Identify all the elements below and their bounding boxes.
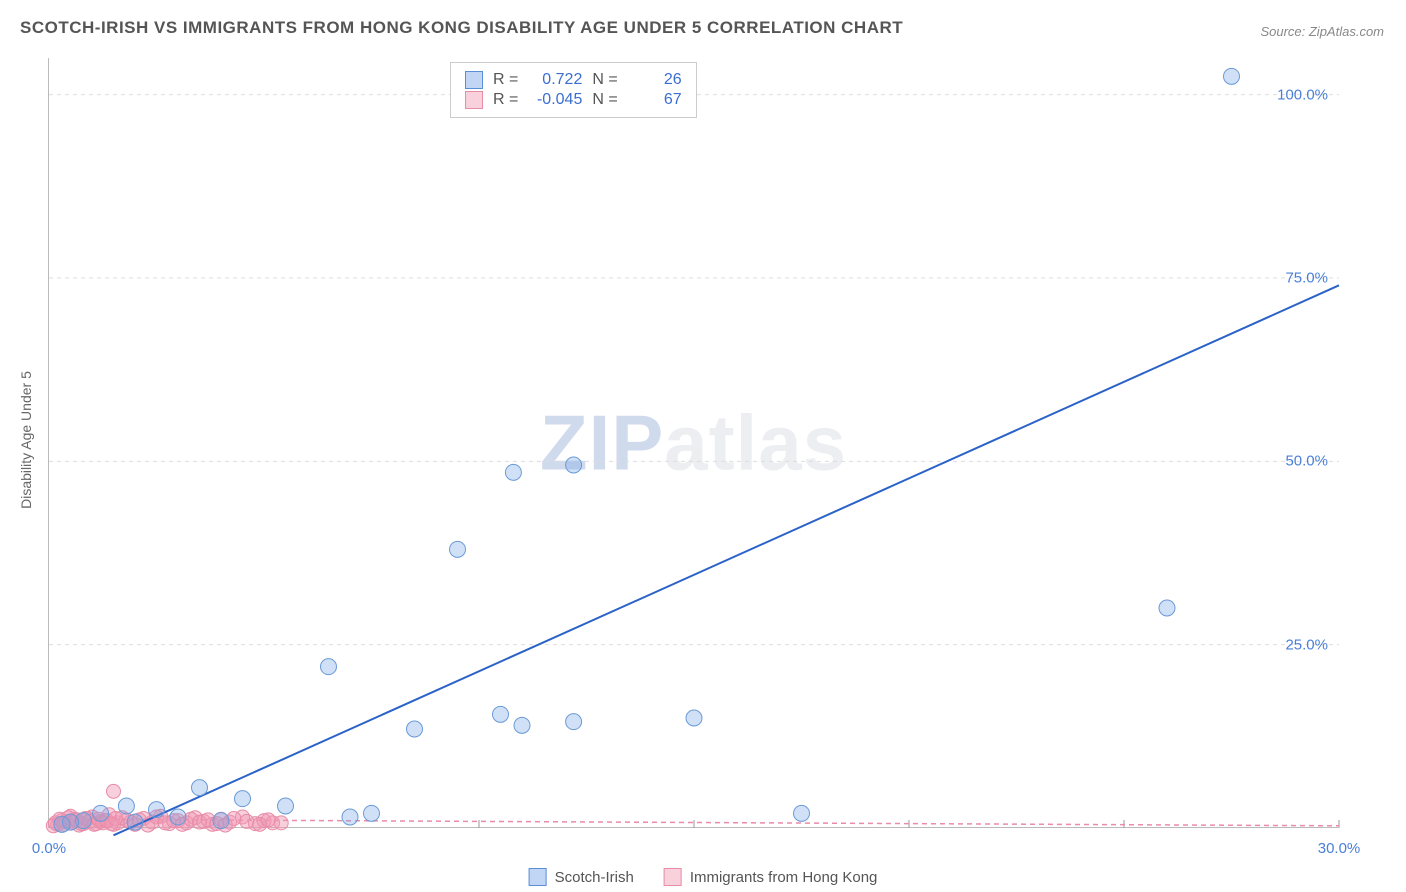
n-label: N = — [592, 91, 617, 109]
scatter-plot-svg — [49, 58, 1338, 827]
source-attribution: Source: ZipAtlas.com — [1260, 24, 1384, 39]
y-tick-label: 50.0% — [1285, 453, 1328, 470]
x-tick-label: 0.0% — [32, 840, 66, 857]
n-value-series1: 26 — [628, 71, 682, 89]
swatch-blue-icon — [529, 868, 547, 886]
n-value-series2: 67 — [628, 91, 682, 109]
r-value-series2: -0.045 — [528, 91, 582, 109]
swatch-blue-icon — [465, 71, 483, 89]
y-tick-label: 100.0% — [1277, 86, 1328, 103]
chart-title: SCOTCH-IRISH VS IMMIGRANTS FROM HONG KON… — [20, 18, 903, 38]
x-tick-label: 30.0% — [1318, 840, 1361, 857]
stats-box: R = 0.722 N = 26 R = -0.045 N = 67 — [450, 62, 697, 118]
stats-row-series1: R = 0.722 N = 26 — [465, 71, 682, 89]
legend-item-series2: Immigrants from Hong Kong — [664, 868, 878, 886]
swatch-pink-icon — [465, 91, 483, 109]
r-value-series1: 0.722 — [528, 71, 582, 89]
swatch-pink-icon — [664, 868, 682, 886]
y-axis-title: Disability Age Under 5 — [18, 371, 34, 509]
r-label: R = — [493, 91, 518, 109]
stats-row-series2: R = -0.045 N = 67 — [465, 91, 682, 109]
legend-label-series2: Immigrants from Hong Kong — [690, 869, 878, 886]
legend: Scotch-Irish Immigrants from Hong Kong — [529, 868, 878, 886]
y-tick-label: 25.0% — [1285, 636, 1328, 653]
y-tick-label: 75.0% — [1285, 270, 1328, 287]
r-label: R = — [493, 71, 518, 89]
plot-area: ZIPatlas 25.0%50.0%75.0%100.0%0.0%30.0% — [48, 58, 1338, 828]
legend-item-series1: Scotch-Irish — [529, 868, 634, 886]
n-label: N = — [592, 71, 617, 89]
legend-label-series1: Scotch-Irish — [555, 869, 634, 886]
